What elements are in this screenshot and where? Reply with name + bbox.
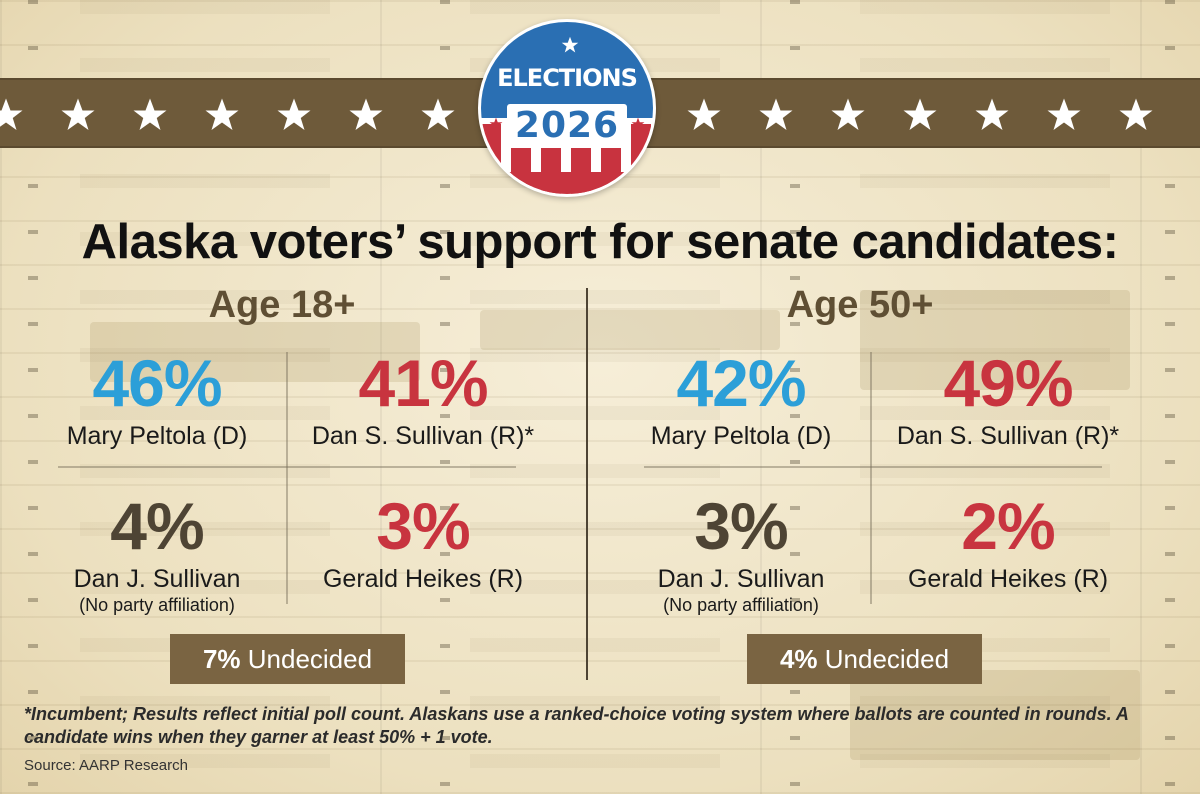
candidate-percent: 42% [676,346,806,420]
undecided-badge: 4% Undecided [747,634,982,684]
badge-star-icon [561,36,579,53]
candidate-percent: 41% [358,346,488,420]
age-heading: Age 50+ [786,284,934,326]
candidate-percent: 4% [110,489,204,563]
banner-star-icon [759,98,793,130]
candidate-name: Mary Peltola (D) [66,422,248,450]
badge-star-icon [631,117,645,130]
panel-divider [586,288,588,680]
candidate-name: Gerald Heikes (R) [907,565,1109,593]
headline: Alaska voters’ support for senate candid… [0,214,1200,270]
candidate-note: (No party affiliation) [663,595,819,615]
grid-divider-vertical [870,352,872,604]
banner-star-icon [1047,98,1081,130]
undecided-percent: 7% [202,644,241,674]
panel-age-50-plus: Age 50+ 42% Mary Peltola (D) 49% Dan S. … [586,284,1166,684]
badge-blue-field [481,22,653,118]
grid-divider-horizontal [644,466,1102,468]
banner-star-icon [687,98,721,130]
grid-divider-vertical [286,352,288,604]
banner-star-icon [61,98,95,130]
grid-divider-horizontal [58,466,516,468]
undecided-label: Undecided [824,644,950,674]
headline-bold: support for senate candidates: [417,215,1119,269]
candidate-card: 3% Dan J. Sullivan (No party affiliation… [616,493,866,616]
banner-star-icon [133,98,167,130]
undecided-percent: 4% [779,644,818,674]
candidate-name: Dan J. Sullivan [73,565,241,593]
headline-regular: Alaska voters’ [81,215,405,269]
candidate-percent: 3% [694,489,788,563]
source-credit: Source: AARP Research [24,757,188,774]
candidate-card: 4% Dan J. Sullivan (No party affiliation… [32,493,282,616]
banner-star-icon [831,98,865,130]
footnote: *Incumbent; Results reflect initial poll… [24,704,1129,748]
candidate-name: Dan S. Sullivan (R)* [311,422,535,450]
candidate-card: 2% Gerald Heikes (R) [883,493,1133,594]
undecided-label: Undecided [247,644,373,674]
elections-badge: ELECTIONS 2026 [478,19,656,197]
banner-star-icon [903,98,937,130]
star-row-left [0,80,456,150]
badge-elections-label: ELECTIONS [497,64,638,92]
candidate-card: 46% Mary Peltola (D) [32,350,282,451]
banner-star-icon [975,98,1009,130]
banner-star-icon [277,98,311,130]
panel-age-18-plus: Age 18+ 46% Mary Peltola (D) 41% Dan S. … [0,284,580,684]
candidate-name: Gerald Heikes (R) [322,565,524,593]
undecided-badge: 7% Undecided [170,634,405,684]
candidate-percent: 49% [943,346,1073,420]
banner-star-icon [0,98,23,130]
age-heading: Age 18+ [208,284,356,326]
banner-star-icon [1119,98,1153,130]
badge-year: 2026 [507,104,627,148]
candidate-percent: 3% [376,489,470,563]
banner-star-icon [349,98,383,130]
candidate-note: (No party affiliation) [79,595,235,615]
badge-star-icon [489,117,503,130]
candidate-card: 3% Gerald Heikes (R) [298,493,548,594]
candidate-name: Dan S. Sullivan (R)* [896,422,1120,450]
banner-star-icon [421,98,455,130]
candidate-name: Dan J. Sullivan [657,565,825,593]
candidate-card: 41% Dan S. Sullivan (R)* [298,350,548,451]
candidate-name: Mary Peltola (D) [650,422,832,450]
candidate-card: 42% Mary Peltola (D) [616,350,866,451]
candidate-percent: 46% [92,346,222,420]
candidate-card: 49% Dan S. Sullivan (R)* [883,350,1133,451]
banner-star-icon [205,98,239,130]
star-row-right [686,80,1154,150]
candidate-percent: 2% [961,489,1055,563]
